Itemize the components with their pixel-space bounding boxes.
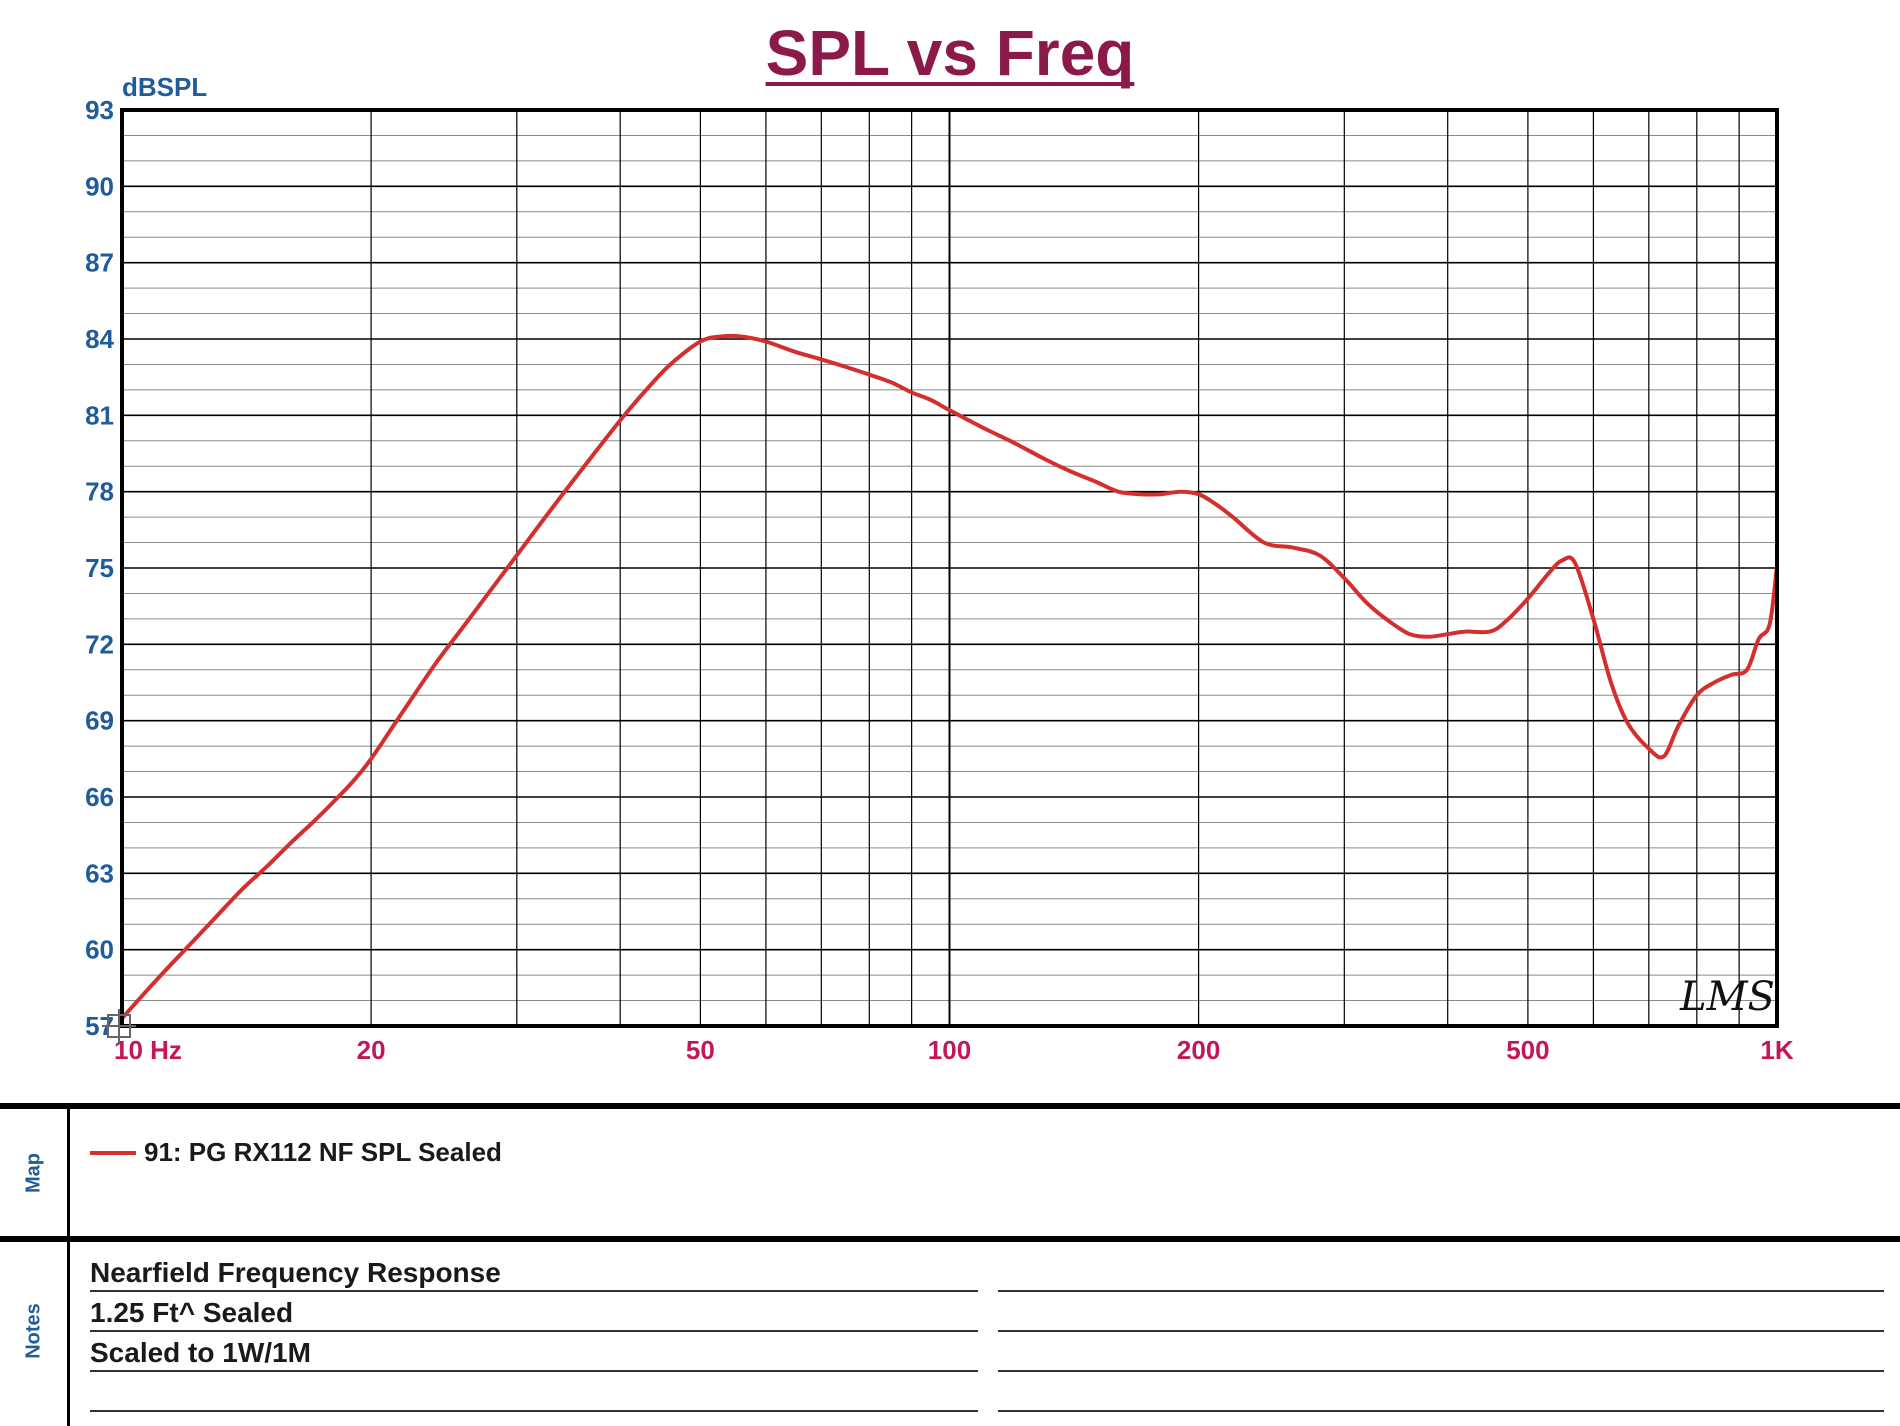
y-axis-unit-label: dBSPL [122,72,207,102]
note-line-2: 1.25 Ft^ Sealed [90,1294,978,1332]
y-tick-label: 75 [85,553,114,583]
y-tick-label: 87 [85,248,114,278]
legend-swatch [90,1150,136,1155]
y-tick-label: 84 [85,324,114,354]
note-line-4 [90,1374,978,1412]
legend: 91: PG RX112 NF SPL Sealed [90,1137,502,1168]
y-tick-label: 60 [85,935,114,965]
grid [121,109,1778,1027]
plot-frame [120,108,1779,1028]
x-tick-label: 50 [686,1035,715,1065]
y-tick-label: 69 [85,706,114,736]
cursor-crosshair-icon [102,1009,136,1043]
notes-side-label: Notes [0,1236,70,1426]
y-tick-label: 90 [85,171,114,201]
x-tick-label: 20 [357,1035,386,1065]
note-line-right-4 [998,1374,1884,1412]
note-line-right-2 [998,1294,1884,1332]
x-tick-label: 1K [1760,1035,1793,1065]
note-line-1: Nearfield Frequency Response [90,1254,978,1292]
y-tick-label: 78 [85,477,114,507]
notes-panel: Notes Nearfield Frequency Response 1.25 … [0,1236,1900,1426]
note-line-right-3 [998,1334,1884,1372]
map-panel: Map 91: PG RX112 NF SPL Sealed [0,1103,1900,1242]
x-tick-label: 200 [1177,1035,1220,1065]
spl-chart: SPL vs Freq dBSPL 93 90 87 84 81 78 75 72 69 66 63… [85,17,1794,1065]
y-tick-label: 93 [85,95,114,125]
chart-title: SPL vs Freq [766,17,1135,89]
map-side-label: Map [0,1109,70,1236]
spl-curve [120,333,1779,1021]
y-tick-label: 72 [85,629,114,659]
y-tick-label: 81 [85,400,114,430]
x-tick-label: 100 [928,1035,971,1065]
lms-watermark: LMS [1679,974,1775,1020]
note-line-right-1 [998,1254,1884,1292]
x-tick-label: 10 Hz [114,1035,182,1065]
y-tick-label: 63 [85,858,114,888]
x-tick-label: 500 [1506,1035,1549,1065]
x-tick-labels: 10 Hz 20 50 100 200 500 1K [114,1035,1794,1065]
legend-label: 91: PG RX112 NF SPL Sealed [144,1137,502,1167]
note-line-3: Scaled to 1W/1M [90,1334,978,1372]
y-tick-label: 66 [85,782,114,812]
